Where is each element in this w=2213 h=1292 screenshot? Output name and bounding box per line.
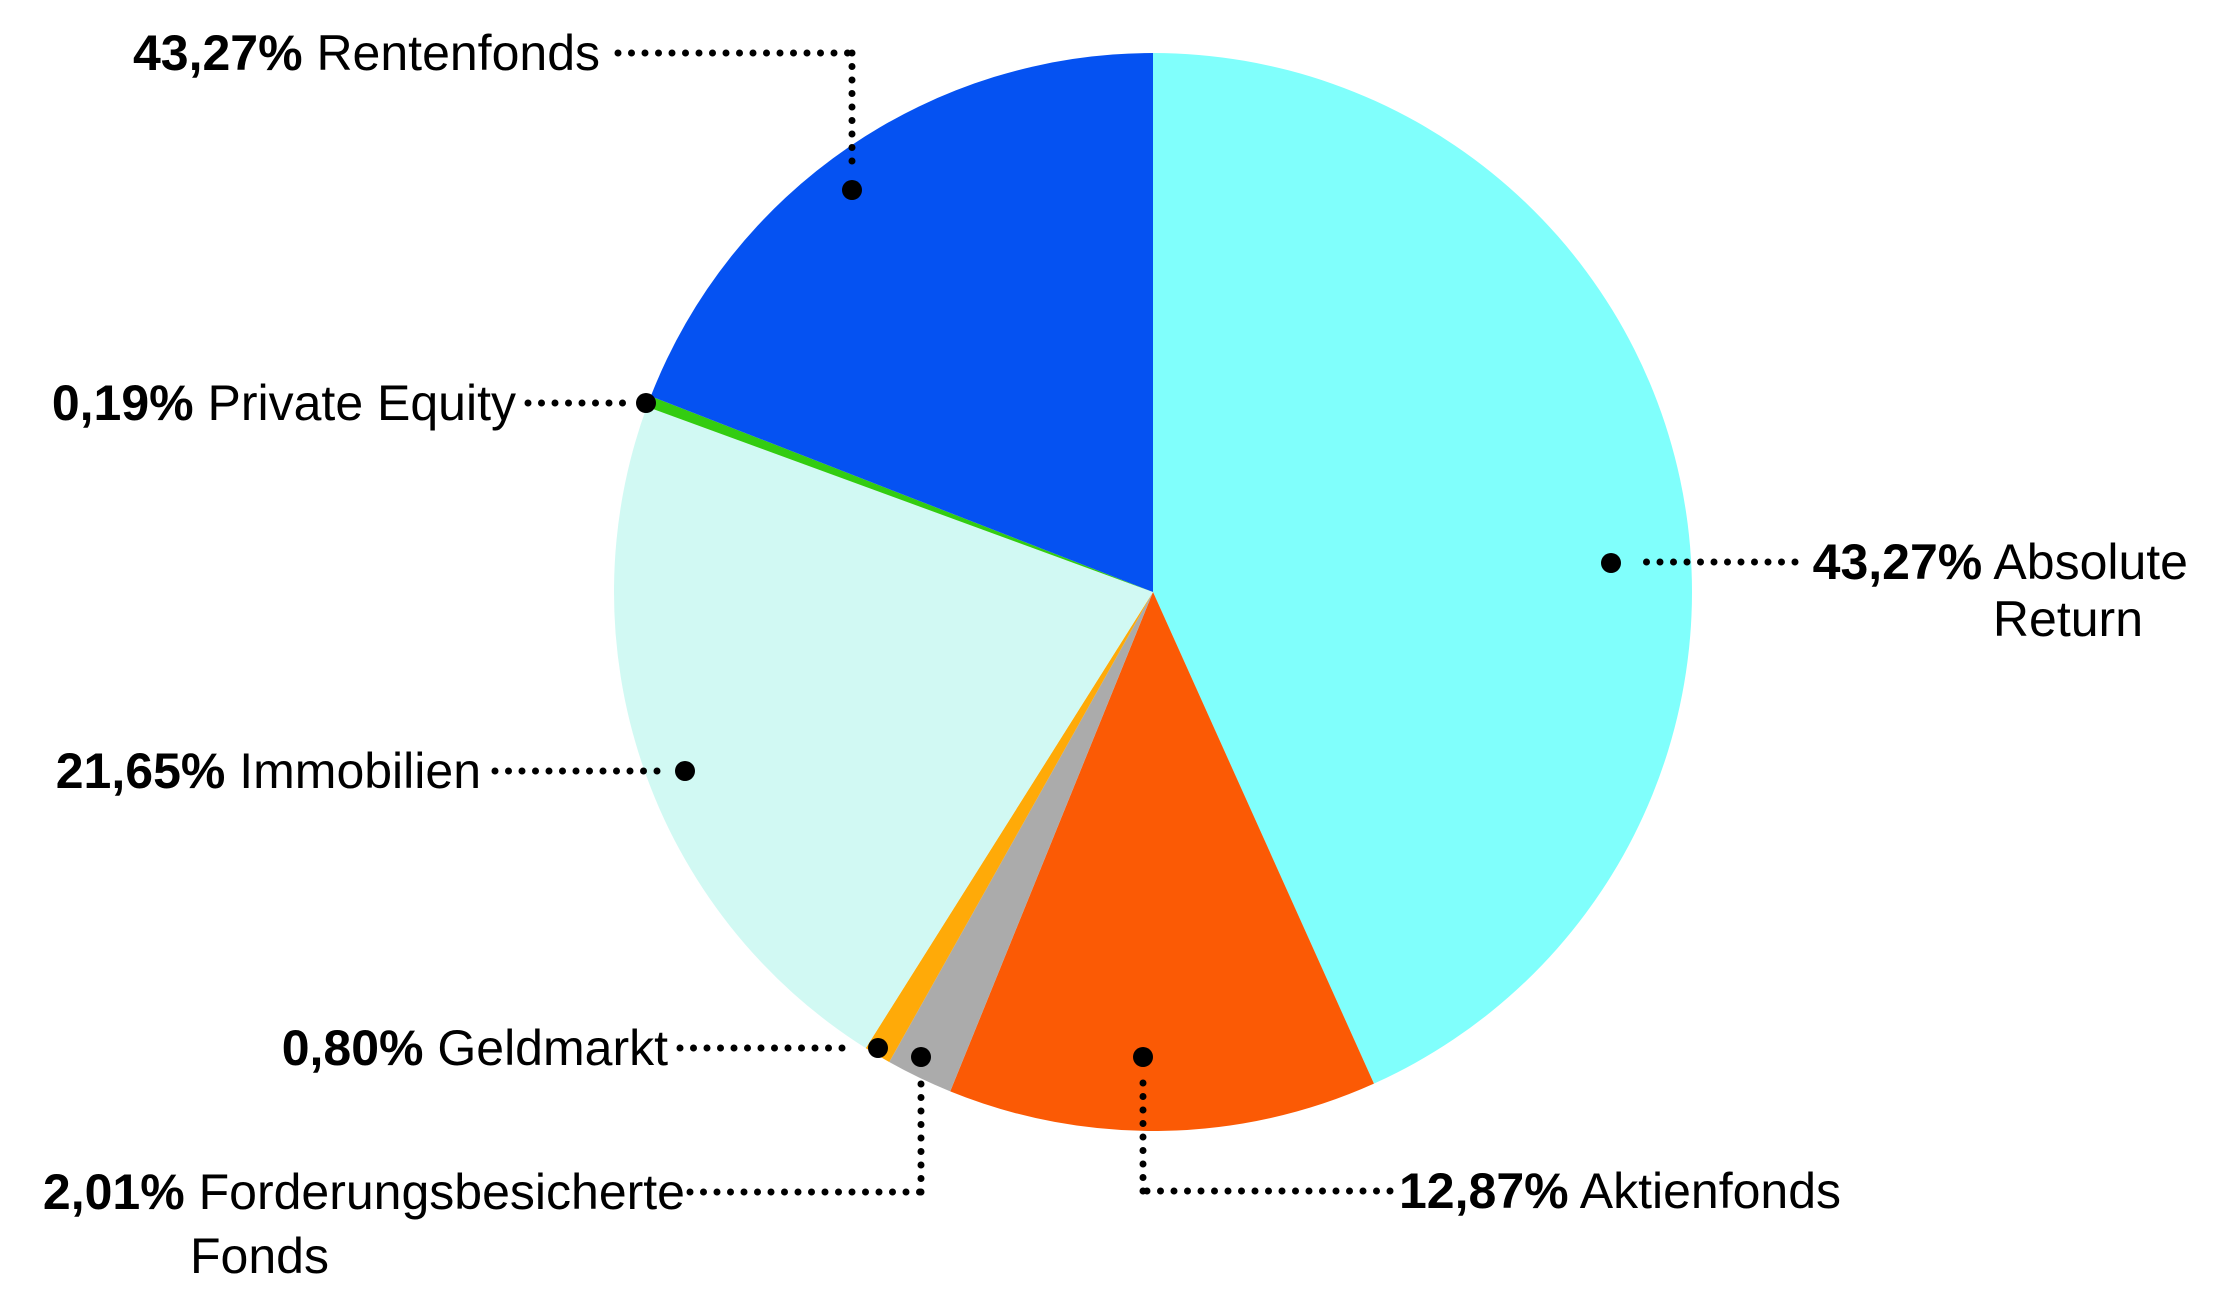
label-aktienfonds: 12,87% Aktienfonds (1399, 1163, 1841, 1220)
leader-dot-private-equity (636, 393, 656, 413)
label-absolute-return-pct: 43,27% (1812, 534, 1983, 590)
label-private-equity: 0,19% Private Equity (0, 375, 516, 432)
label-geldmarkt-name: Geldmarkt (437, 1020, 668, 1076)
label-absolute-return-name: Absolute (1993, 534, 2188, 590)
leader-dot-immobilien (675, 761, 695, 781)
label-absolute-return-line2: Return (1992, 591, 2143, 647)
pie-slice-private-equity (646, 396, 1153, 592)
label-geldmarkt: 0,80% Geldmarkt (0, 1020, 668, 1077)
leader-dot-aktienfonds (1133, 1047, 1153, 1067)
label-aktienfonds-pct: 12,87% (1399, 1163, 1569, 1219)
label-rentenfonds-name: Rentenfonds (316, 25, 600, 81)
pie-slice-forderungsbesicherte-fonds (889, 592, 1153, 1092)
label-forderungsbesicherte-line2: Fonds (190, 1228, 329, 1284)
pie-slice-immobilien (614, 406, 1153, 1049)
leader-dot-absolute-return (1601, 553, 1621, 573)
pie-slice-aktienfonds (950, 592, 1374, 1131)
pie-slice-geldmarkt (865, 592, 1153, 1063)
label-private-equity-pct: 0,19% (51, 375, 194, 431)
label-immobilien-pct: 21,65% (55, 743, 226, 799)
leader-dot-geldmarkt (868, 1038, 888, 1058)
label-immobilien-name: Immobilien (239, 743, 481, 799)
label-absolute-return: 43,27% Absolute (1806, 534, 2188, 591)
label-aktienfonds-name: Aktienfonds (1579, 1163, 1842, 1219)
label-rentenfonds-pct: 43,27% (132, 25, 303, 81)
pie-slice-rentenfonds (650, 53, 1153, 592)
label-immobilien: 21,65% Immobilien (0, 743, 481, 800)
leader-dot-forderungsbesicherte-fonds (911, 1047, 931, 1067)
pie-slice-absolute-return (1153, 53, 1692, 1084)
leader-dot-rentenfonds (842, 180, 862, 200)
label-rentenfonds: 43,27% Rentenfonds (0, 25, 600, 82)
label-private-equity-name: Private Equity (207, 375, 516, 431)
label-geldmarkt-pct: 0,80% (281, 1020, 424, 1076)
label-forderungsbesicherte: 2,01% Forderungsbesicherte (0, 1164, 685, 1221)
label-forderungsbesicherte-name: Forderungsbesicherte (198, 1164, 685, 1220)
label-forderungsbesicherte-pct: 2,01% (42, 1164, 185, 1220)
